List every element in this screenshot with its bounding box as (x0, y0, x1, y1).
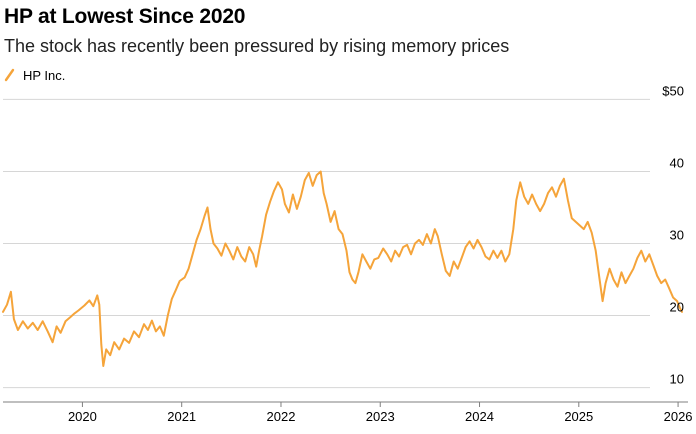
legend-swatch-icon (4, 68, 15, 82)
series-line-0 (2, 170, 683, 367)
grid-lines (3, 98, 650, 389)
x-tick-label-2026: 2026 (664, 409, 693, 424)
y-tick-label-20: 20 (670, 300, 684, 315)
x-tick-label-2020: 2020 (68, 409, 97, 424)
legend: HP Inc. (4, 66, 65, 84)
y-axis-labels: $50 40 30 20 10 (662, 83, 684, 386)
chart-title: HP at Lowest Since 2020 (4, 5, 246, 28)
y-tick-label-50: $50 (662, 83, 684, 98)
x-tick-label-2023: 2023 (366, 409, 395, 424)
series-lines (2, 170, 683, 367)
legend-label: HP Inc. (23, 67, 66, 83)
chart-subtitle: The stock has recently been pressured by… (4, 36, 510, 56)
y-tick-label-40: 40 (670, 155, 684, 170)
x-axis (3, 401, 688, 407)
x-axis-labels: 2020 2021 2022 2023 2024 2025 2026 (68, 409, 693, 424)
x-tick-label-2022: 2022 (267, 409, 296, 424)
y-tick-label-10: 10 (670, 372, 684, 387)
x-tick-label-2024: 2024 (465, 409, 494, 424)
x-tick-label-2021: 2021 (167, 409, 196, 424)
x-tick-label-2025: 2025 (564, 409, 593, 424)
y-tick-label-30: 30 (670, 228, 684, 243)
